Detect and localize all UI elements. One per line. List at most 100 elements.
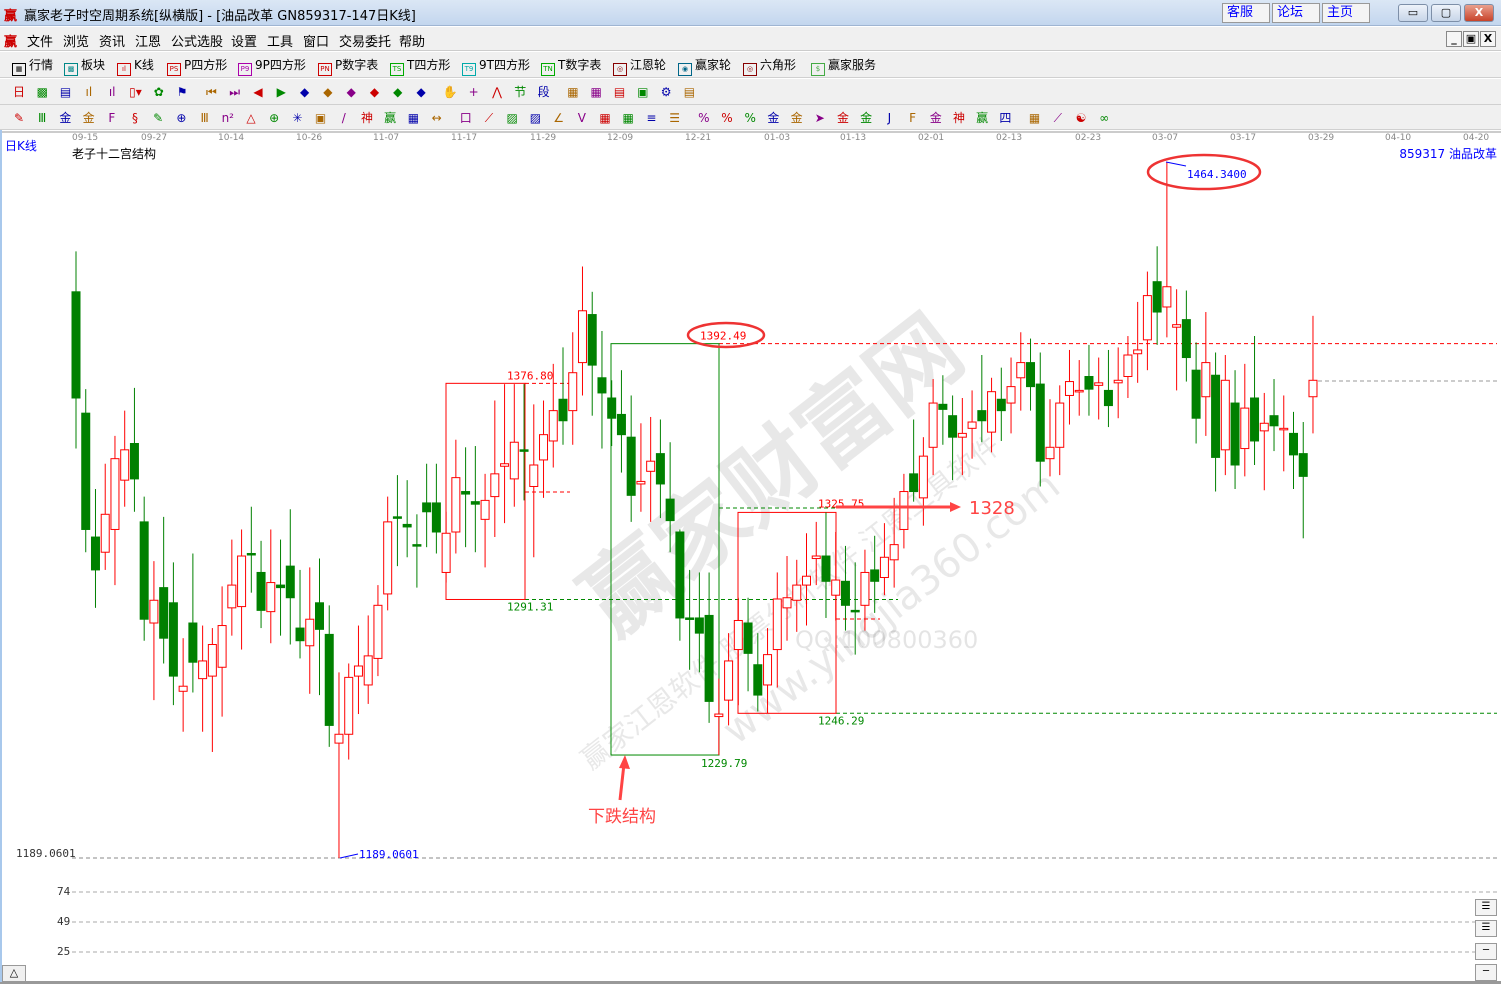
fan-icon[interactable]: ⟋ bbox=[484, 111, 494, 125]
infinity-icon[interactable]: ∞ bbox=[1099, 111, 1110, 125]
menu-trade[interactable]: 交易委托 bbox=[339, 35, 392, 50]
ruler-pen-icon[interactable]: ✎ bbox=[153, 111, 164, 125]
bars9-icon[interactable]: ıl bbox=[108, 85, 116, 99]
print-icon[interactable]: ▤ bbox=[683, 85, 696, 99]
pen-icon[interactable]: ✎ bbox=[13, 111, 25, 125]
chart-line-icon[interactable]: ⟋ bbox=[1053, 111, 1062, 125]
candle-dropdown-icon[interactable]: ▯▾ bbox=[129, 85, 142, 99]
percent-icon[interactable]: % bbox=[721, 111, 733, 125]
four-angle-icon[interactable]: 四 bbox=[999, 111, 1012, 125]
toolbar-button-hexagon[interactable]: ◎ 六角形 bbox=[743, 56, 796, 76]
homepage-link[interactable]: 主页 bbox=[1322, 3, 1370, 23]
percent-lines-icon[interactable]: % bbox=[744, 111, 756, 125]
target-icon[interactable]: ⊕ bbox=[269, 111, 280, 125]
node-icon[interactable]: 节 bbox=[514, 85, 527, 99]
grid-fan2-icon[interactable]: ▨ bbox=[529, 111, 542, 125]
mdi-restore-button[interactable]: ▣ bbox=[1463, 31, 1479, 47]
shrink-h-icon[interactable]: ◆ bbox=[369, 85, 380, 99]
mdi-minimize-button[interactable]: _ bbox=[1446, 31, 1462, 47]
overlay-icon[interactable]: ▩ bbox=[36, 85, 48, 99]
yinyang-icon[interactable]: ☯ bbox=[1075, 111, 1087, 125]
minimize-button[interactable]: ▭ bbox=[1398, 4, 1428, 22]
gold-circle-icon[interactable]: 金 bbox=[767, 111, 780, 125]
document-icon[interactable]: ▤ bbox=[613, 85, 626, 99]
menu-help[interactable]: 帮助 bbox=[399, 35, 426, 50]
toolbar-button-blocks[interactable]: ▩ 板块 bbox=[64, 56, 105, 76]
period-label[interactable]: 日K线 bbox=[5, 139, 37, 153]
period-day-dropdown-icon[interactable]: 日▾ bbox=[12, 85, 25, 117]
ying-icon[interactable]: 赢 bbox=[384, 111, 397, 125]
toolbar-button-ts[interactable]: TS T四方形 bbox=[390, 56, 450, 76]
spiral-icon[interactable]: § bbox=[132, 111, 138, 125]
toolbar-button-t9[interactable]: T9 9T四方形 bbox=[462, 56, 530, 76]
toolbar-button-tn[interactable]: TN T数字表 bbox=[541, 56, 601, 76]
toolbar-button-ps[interactable]: PS P四方形 bbox=[167, 56, 227, 76]
move-all-icon[interactable]: ◆ bbox=[416, 85, 426, 99]
shen-angle-icon[interactable]: 神 bbox=[952, 111, 965, 125]
grid-icon[interactable]: ▦ bbox=[599, 111, 611, 125]
toolbar-button-pn[interactable]: PN P数字表 bbox=[318, 56, 378, 76]
toolbar-button-p9[interactable]: P9 9P四方形 bbox=[238, 56, 306, 76]
gold-lines3-icon[interactable]: 金 bbox=[790, 111, 803, 125]
gold-lines-icon[interactable]: 金 bbox=[59, 111, 72, 125]
save-icon[interactable]: ▣ bbox=[637, 85, 649, 99]
side-button-3[interactable]: ─ bbox=[1475, 943, 1497, 960]
menu-settings[interactable]: 设置 bbox=[231, 35, 258, 50]
toolbar-button-kline[interactable]: ıl K线 bbox=[117, 56, 154, 76]
crosshair-icon[interactable]: + bbox=[468, 85, 479, 99]
zigzag-icon[interactable]: ⋀ bbox=[492, 85, 502, 99]
customer-service-link[interactable]: 客服 bbox=[1222, 3, 1270, 23]
parallel-icon[interactable]: ≡ bbox=[646, 111, 657, 125]
fib-icon[interactable]: F bbox=[108, 111, 116, 125]
grid-fan-icon[interactable]: ▨ bbox=[506, 111, 518, 125]
menu-formula-screen[interactable]: 公式选股 bbox=[171, 35, 224, 50]
toolbar-button-table[interactable]: ▦ 行情 bbox=[12, 56, 53, 76]
circle-ruler-icon[interactable]: ⊕ bbox=[176, 111, 187, 125]
toolbar-button-yingjia-wheel[interactable]: ◉ 赢家轮 bbox=[678, 56, 731, 76]
close-button[interactable]: X bbox=[1464, 4, 1494, 22]
notes-icon[interactable]: ▤ bbox=[59, 85, 72, 99]
cross-grid-icon[interactable]: ▦ bbox=[1028, 111, 1041, 125]
menu-window[interactable]: 窗口 bbox=[303, 35, 330, 50]
zoom-right-icon[interactable]: ◆ bbox=[323, 85, 333, 99]
table-lines-icon[interactable]: ☰ bbox=[669, 111, 680, 125]
menu-tools[interactable]: 工具 bbox=[267, 35, 294, 50]
star-icon[interactable]: ✳ bbox=[292, 111, 303, 125]
lines-icon[interactable]: / bbox=[341, 111, 346, 125]
arrow-lines-icon[interactable]: ➤ bbox=[814, 111, 825, 125]
next-icon[interactable]: ▶ bbox=[276, 85, 286, 99]
measure-icon[interactable]: ↔ bbox=[431, 111, 442, 125]
f-angle-icon[interactable]: F bbox=[909, 111, 917, 125]
toolbar-button-gann-wheel[interactable]: ◎ 江恩轮 bbox=[613, 56, 666, 76]
j-angle-icon[interactable]: J bbox=[887, 111, 892, 125]
percent-slash-icon[interactable]: % bbox=[698, 111, 710, 125]
grid2-icon[interactable]: ▦ bbox=[622, 111, 634, 125]
shen-icon[interactable]: 神 bbox=[360, 111, 373, 125]
pattern-icon[interactable]: ✿ bbox=[153, 85, 164, 99]
gold-angle-icon[interactable]: 金 bbox=[836, 111, 849, 125]
n2-icon[interactable]: n² bbox=[221, 111, 234, 125]
expand-all-icon[interactable]: ◆ bbox=[393, 85, 403, 99]
vshape-icon[interactable]: V bbox=[577, 111, 586, 125]
angle-icon[interactable]: ∠ bbox=[553, 111, 564, 125]
bars3-icon[interactable]: ıl bbox=[85, 85, 93, 99]
side-button-1[interactable]: ☰ bbox=[1475, 899, 1497, 916]
calendar-icon[interactable]: ▦ bbox=[567, 85, 579, 99]
menu-info[interactable]: 资讯 bbox=[99, 35, 126, 50]
gold-box-icon[interactable]: 金 bbox=[860, 111, 873, 125]
expand-panel-button[interactable]: △ bbox=[2, 965, 26, 982]
expand-h-icon[interactable]: ◆ bbox=[346, 85, 356, 99]
square-grid-icon[interactable]: ▣ bbox=[314, 111, 327, 125]
prev-icon[interactable]: ◀ bbox=[253, 85, 263, 99]
last-icon[interactable]: ⏭ bbox=[229, 85, 241, 99]
scale-icon[interactable]: ▦ bbox=[407, 111, 420, 125]
side-button-2[interactable]: ☰ bbox=[1475, 920, 1497, 937]
triangle-icon[interactable]: △ bbox=[246, 111, 256, 125]
menu-browse[interactable]: 浏览 bbox=[63, 35, 90, 50]
network-icon[interactable]: ⚙ bbox=[660, 85, 672, 99]
gold-angle2-icon[interactable]: 金 bbox=[929, 111, 942, 125]
calculator-icon[interactable]: ▦ bbox=[590, 85, 602, 99]
menu-file[interactable]: 文件 bbox=[27, 35, 54, 50]
mdi-close-button[interactable]: X bbox=[1480, 31, 1496, 47]
menu-gann[interactable]: 江恩 bbox=[135, 35, 162, 50]
